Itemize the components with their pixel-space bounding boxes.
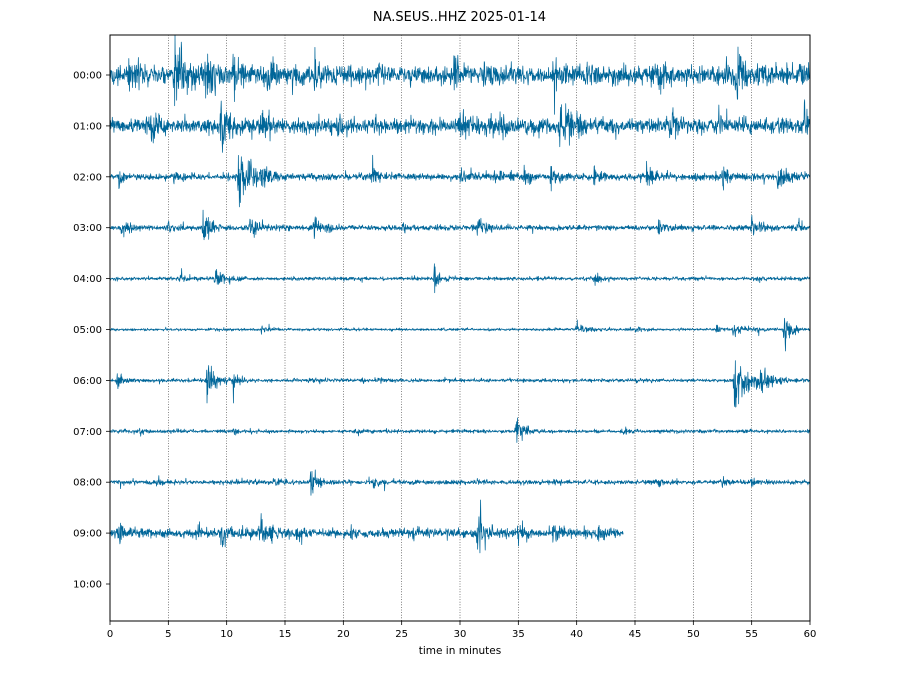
y-tick-label: 02:00 (73, 172, 102, 183)
y-tick-label: 00:00 (73, 71, 102, 82)
y-tick-label: 08:00 (73, 478, 102, 489)
y-tick-label: 03:00 (73, 223, 102, 234)
x-tick-label: 40 (570, 629, 583, 640)
y-axis: 00:00 01:00 02:00 03:00 04:00 05:00 06:00 07:00… (73, 71, 110, 591)
y-tick-label: 07:00 (73, 427, 102, 438)
y-tick-label: 01:00 (73, 121, 102, 132)
x-tick-label: 50 (687, 629, 700, 640)
trace-0900 (110, 499, 624, 554)
x-tick-label: 5 (165, 629, 171, 640)
x-tick-label: 25 (395, 629, 408, 640)
trace-0700 (110, 417, 810, 443)
x-tick-label: 20 (337, 629, 350, 640)
trace-0800 (110, 469, 810, 496)
trace-layer (110, 35, 810, 554)
x-tick-label: 60 (804, 629, 817, 640)
x-tick-label: 30 (454, 629, 467, 640)
trace-0400 (110, 263, 810, 294)
x-tick-label: 55 (745, 629, 758, 640)
y-tick-label: 05:00 (73, 325, 102, 336)
x-tick-label: 35 (512, 629, 525, 640)
trace-0300 (110, 209, 810, 241)
trace-0500 (110, 317, 810, 352)
trace-0000 (110, 35, 810, 115)
y-tick-label: 04:00 (73, 274, 102, 285)
trace-0600 (110, 360, 810, 408)
y-tick-label: 06:00 (73, 376, 102, 387)
y-tick-label: 09:00 (73, 529, 102, 540)
x-tick-label: 0 (107, 629, 113, 640)
x-axis-label: time in minutes (419, 645, 501, 657)
trace-0200 (110, 154, 810, 208)
x-tick-label: 10 (220, 629, 233, 640)
x-axis: 0 5 10 15 20 25 30 35 40 45 50 55 60 (107, 621, 817, 640)
y-tick-label: 10:00 (73, 580, 102, 591)
x-tick-label: 15 (279, 629, 292, 640)
chart-title: NA.SEUS..HHZ 2025-01-14 (372, 10, 547, 25)
trace-0100 (110, 99, 810, 153)
x-tick-label: 45 (629, 629, 642, 640)
